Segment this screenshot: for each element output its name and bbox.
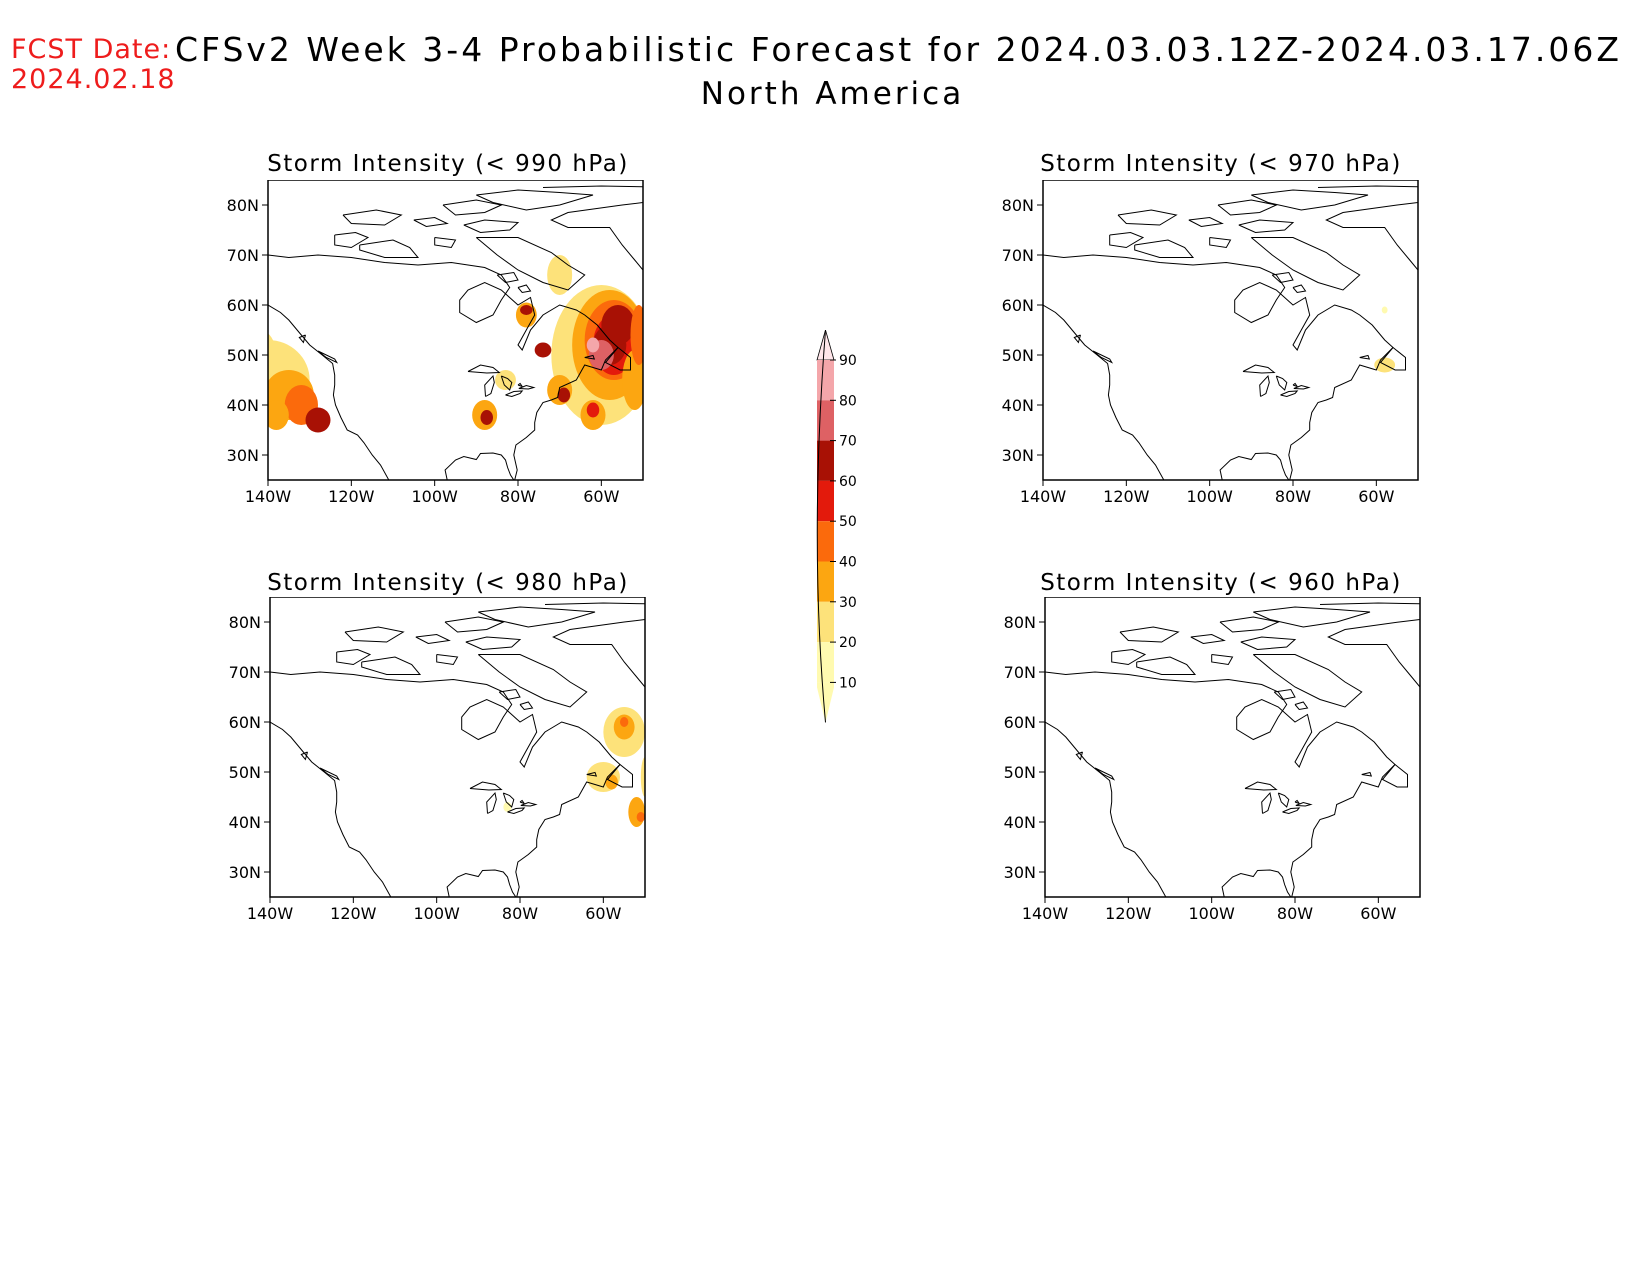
- colorbar-segment: [817, 682, 834, 723]
- colorbar-segment: [817, 601, 834, 643]
- lat-tick-label: 50N: [1004, 763, 1036, 782]
- map-frame: [267, 180, 644, 481]
- colorbar-tick-label: 90: [839, 353, 857, 369]
- lat-tick-label: 50N: [229, 763, 261, 782]
- probability-shading: [268, 255, 643, 433]
- lon-tick-label: 80W: [502, 904, 538, 923]
- lon-tick-label: 140W: [1020, 487, 1067, 506]
- fcst-date-value: 2024.02.18: [11, 64, 176, 95]
- map-panel-960: 80N 70N 60N 50N 40N 30N 140W 120W 100W 80W 60W: [1004, 597, 1421, 923]
- lon-tick-label: 140W: [245, 487, 292, 506]
- map-frame: [269, 597, 646, 898]
- lat-tick-label: 40N: [229, 813, 261, 832]
- map-panel-980: 80N 70N 60N 50N 40N 30N 140W 120W 100W 80W 60W: [229, 597, 646, 923]
- map-panel-970: 80N 70N 60N 50N 40N 30N 140W 120W 100W 80W 60W: [1002, 180, 1419, 506]
- lat-tick-label: 70N: [227, 246, 259, 265]
- lon-tick-label: 60W: [585, 904, 621, 923]
- lat-tick-label: 50N: [1002, 346, 1034, 365]
- lat-tick-label: 40N: [1002, 396, 1034, 415]
- lat-tick-label: 30N: [1004, 863, 1036, 882]
- coastlines: [1043, 185, 1418, 480]
- lon-tick-label: 140W: [247, 904, 294, 923]
- panel-title-990: Storm Intensity (< 990 hPa): [267, 151, 629, 177]
- panel-title-980: Storm Intensity (< 980 hPa): [267, 570, 629, 596]
- lat-tick-label: 40N: [227, 396, 259, 415]
- lon-tick-label: 100W: [411, 487, 458, 506]
- lon-tick-label: 100W: [1188, 904, 1235, 923]
- lon-tick-label: 120W: [1105, 904, 1152, 923]
- lat-tick-label: 50N: [227, 346, 259, 365]
- colorbar-segment: [817, 480, 834, 522]
- lat-tick-label: 30N: [229, 863, 261, 882]
- lat-tick-label: 70N: [229, 663, 261, 682]
- lat-tick-label: 60N: [227, 296, 259, 315]
- colorbar-tick-label: 50: [839, 514, 857, 530]
- colorbar-legend: 10 20 30 40 50 60 70 80 90: [816, 330, 857, 723]
- lat-tick-label: 60N: [1004, 713, 1036, 732]
- probability-shading: [503, 707, 645, 827]
- lon-tick-label: 80W: [1277, 904, 1313, 923]
- lon-tick-label: 120W: [1103, 487, 1150, 506]
- colorbar-tick-label: 10: [839, 675, 857, 691]
- lat-tick-label: 60N: [229, 713, 261, 732]
- lat-tick-label: 70N: [1004, 663, 1036, 682]
- colorbar-segment: [817, 440, 834, 481]
- lon-tick-label: 100W: [1186, 487, 1233, 506]
- colorbar-tick-label: 60: [839, 474, 857, 490]
- lat-tick-label: 80N: [227, 196, 259, 215]
- lat-tick-label: 80N: [229, 613, 261, 632]
- coastlines: [270, 602, 645, 897]
- lat-tick-label: 80N: [1004, 613, 1036, 632]
- lat-tick-label: 60N: [1002, 296, 1034, 315]
- coastlines: [268, 185, 643, 480]
- lat-tick-label: 40N: [1004, 813, 1036, 832]
- coastlines: [1045, 602, 1420, 897]
- lon-tick-label: 100W: [413, 904, 460, 923]
- lon-tick-label: 120W: [328, 487, 375, 506]
- colorbar-tick-label: 70: [839, 434, 857, 450]
- fcst-date-label: FCST Date:: [11, 34, 172, 65]
- main-title-text: CFSv2 Week 3-4 Probabilistic Forecast fo…: [175, 30, 1622, 69]
- lon-tick-label: 80W: [500, 487, 536, 506]
- colorbar-segments: [816, 330, 835, 723]
- colorbar-segment: [817, 521, 834, 562]
- map-panel-990: 80N 70N 60N 50N 40N 30N 140W 120W 100W 80W 60W: [227, 180, 644, 506]
- lon-tick-label: 60W: [1360, 904, 1396, 923]
- region-subtitle: North America: [700, 76, 965, 112]
- colorbar-segment: [817, 642, 834, 683]
- colorbar-tick-label: 30: [839, 595, 857, 611]
- lat-tick-label: 30N: [227, 446, 259, 465]
- lon-tick-label: 60W: [583, 487, 619, 506]
- colorbar-tick-label: 20: [839, 635, 857, 651]
- colorbar-tick-label: 40: [839, 555, 857, 571]
- lon-tick-label: 80W: [1275, 487, 1311, 506]
- lat-tick-label: 70N: [1002, 246, 1034, 265]
- lat-tick-label: 80N: [1002, 196, 1034, 215]
- lon-tick-label: 140W: [1022, 904, 1069, 923]
- lat-tick-label: 30N: [1002, 446, 1034, 465]
- colorbar-outline: [816, 330, 826, 723]
- colorbar-tick-label: 80: [839, 393, 857, 409]
- map-frame: [1044, 597, 1421, 898]
- panel-title-970: Storm Intensity (< 970 hPa): [1040, 151, 1402, 177]
- lon-tick-label: 60W: [1358, 487, 1394, 506]
- lon-tick-label: 120W: [330, 904, 377, 923]
- colorbar-segment: [817, 360, 834, 401]
- panel-title-960: Storm Intensity (< 960 hPa): [1040, 570, 1402, 596]
- colorbar-segment: [817, 561, 834, 602]
- map-frame: [1042, 180, 1419, 481]
- colorbar-segment: [817, 400, 834, 441]
